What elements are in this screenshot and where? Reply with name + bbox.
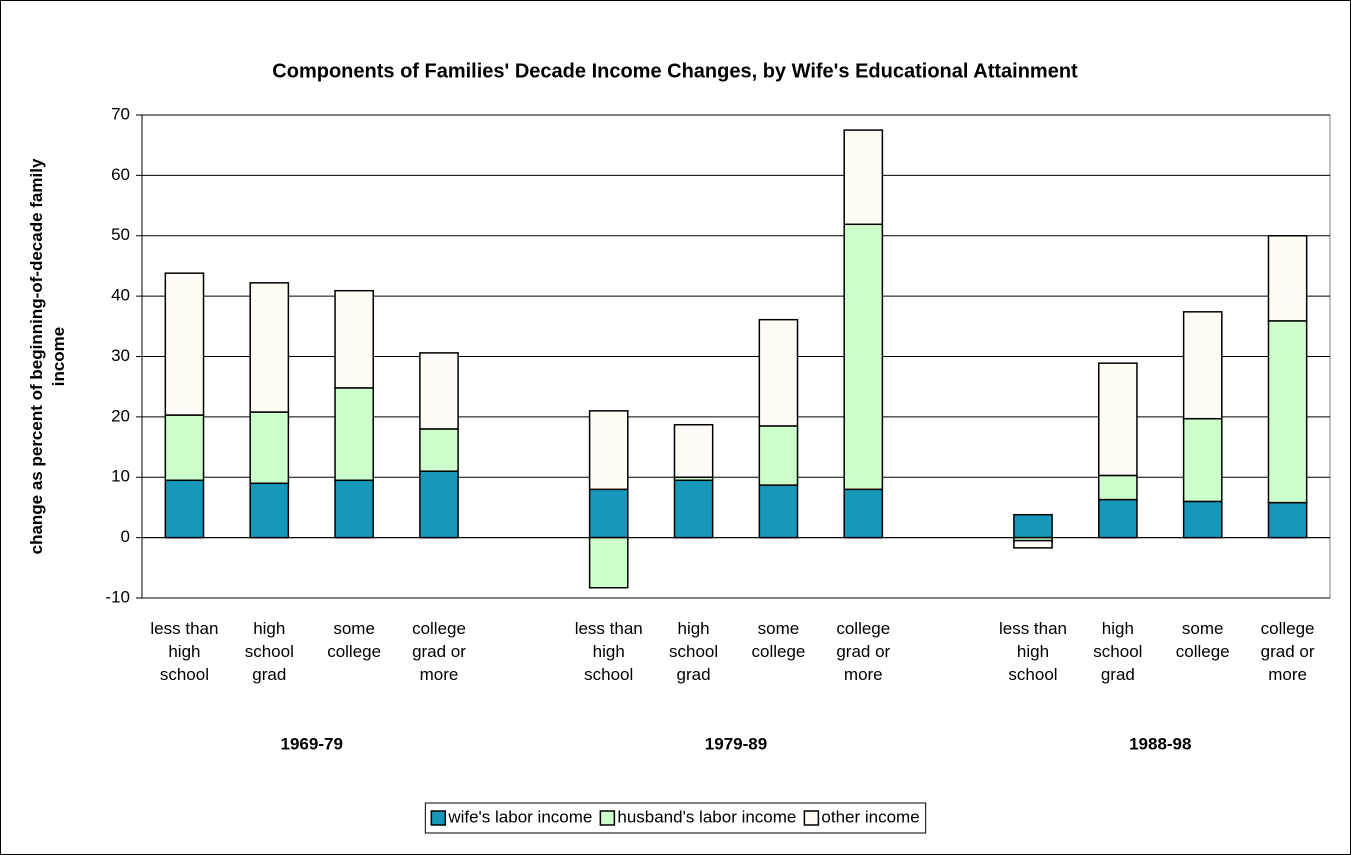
y-tick-label: 70	[111, 104, 130, 123]
x-tick-label: less than high school	[575, 619, 643, 684]
bar-segment	[1098, 474, 1138, 501]
legend-swatch	[599, 810, 616, 826]
y-tick-label: 60	[111, 165, 130, 184]
legend-label: wife's labor income	[447, 807, 592, 826]
bar-segment	[1013, 513, 1053, 539]
bar-segment	[1013, 539, 1053, 549]
group-label: 1988-98	[1129, 734, 1191, 753]
bar-segment	[334, 387, 374, 482]
x-tick-label: less than high school	[999, 619, 1067, 684]
bar-segment	[758, 318, 799, 427]
bar-segment	[1267, 501, 1308, 539]
legend-label: other income	[821, 807, 919, 826]
bar-segment	[419, 352, 459, 430]
x-tick-label: high school grad	[1093, 619, 1142, 684]
x-tick-label: college grad or more	[836, 619, 890, 684]
legend-label: husband's labor income	[617, 807, 796, 826]
bar-segment	[673, 423, 714, 479]
x-tick-label: high school grad	[669, 619, 718, 684]
group-label: 1979-89	[705, 734, 767, 753]
bar-segment	[1182, 311, 1223, 420]
bar-segment	[1182, 500, 1223, 539]
bar-segment	[164, 272, 205, 416]
bar-segment	[164, 479, 205, 539]
legend: wife's labor income husband's labor incom…	[424, 802, 927, 834]
bar-segment	[419, 428, 459, 472]
bar-segment	[249, 482, 290, 539]
legend-box	[424, 802, 927, 834]
bar-segment	[843, 488, 884, 539]
x-tick-label: high school grad	[245, 619, 294, 684]
bar-segment	[249, 411, 290, 485]
bar-segment	[843, 129, 884, 226]
bar-segment	[843, 223, 884, 491]
bar-segment	[164, 414, 205, 482]
group-label: 1969-79	[281, 734, 343, 753]
x-tick-label: college grad or more	[1261, 619, 1315, 684]
bar-segment	[334, 289, 374, 389]
x-tick-label: college grad or more	[412, 619, 466, 684]
bar-segment	[588, 488, 629, 539]
legend-swatch	[430, 810, 447, 826]
bar-segment	[673, 479, 714, 539]
y-axis-label: change as percent of beginning-of-decade…	[27, 158, 68, 554]
y-tick-label: 40	[111, 286, 130, 305]
y-tick-label: -10	[105, 587, 130, 606]
x-tick-label: some college	[1176, 619, 1230, 661]
bar-segment	[758, 484, 799, 539]
x-tick-label: less than high school	[150, 619, 218, 684]
bar-segment	[1182, 417, 1223, 503]
y-tick-label: 20	[111, 406, 130, 425]
bar-segment	[334, 479, 374, 539]
x-tick-label: some college	[327, 619, 381, 661]
bar-segment	[588, 410, 629, 491]
bar-segment	[1267, 235, 1308, 322]
bar-segment	[1267, 320, 1308, 504]
bar-segment	[1098, 498, 1138, 539]
chart-title: Components of Families' Decade Income Ch…	[272, 60, 1078, 82]
bar-segment	[588, 536, 629, 589]
bar-segment	[249, 282, 290, 413]
bar-segment	[1098, 362, 1138, 477]
y-tick-label: 0	[121, 527, 130, 546]
y-tick-label: 30	[111, 346, 130, 365]
y-tick-label: 50	[111, 225, 130, 244]
bar-segment	[419, 470, 459, 539]
y-tick-label: 10	[111, 467, 130, 486]
legend-swatch	[803, 810, 820, 826]
x-tick-label: some college	[751, 619, 805, 661]
bar-segment	[758, 425, 799, 486]
